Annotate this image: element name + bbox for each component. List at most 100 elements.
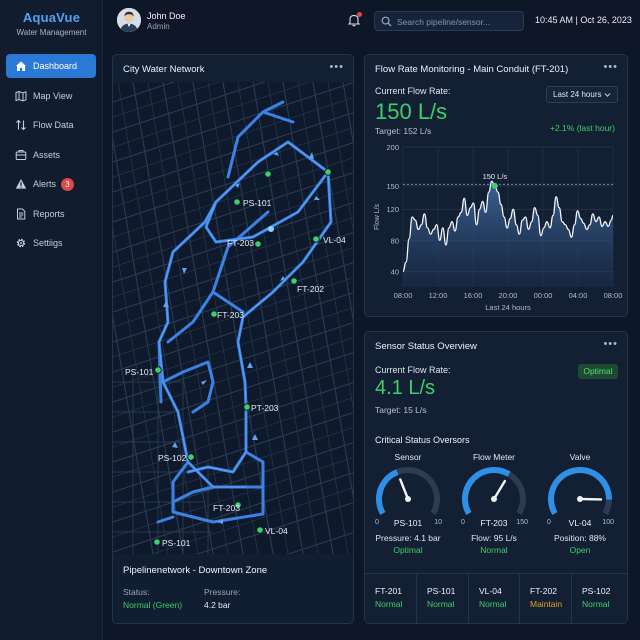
gauge-sensor: Sensor 0 PS-101 10 Pressure: 4.1 bar Opt… (370, 452, 446, 562)
sidebar-item-dashboard[interactable]: Dashboard (6, 54, 96, 78)
sensor-status: Maintain (530, 599, 563, 609)
map-label: FT-203 (227, 238, 254, 248)
sidebar-item-settings[interactable]: Settiigs (6, 231, 96, 255)
user-role: Admin (147, 22, 170, 31)
map-label: VL-04 (265, 526, 288, 536)
x-tick-label: 00:00 (534, 291, 553, 300)
x-tick-label: 08:00 (394, 291, 413, 300)
search-box[interactable] (374, 11, 524, 31)
gauge-reading: Position: 88% (554, 533, 606, 543)
pressure-value: 4.2 bar (204, 600, 231, 610)
search-input[interactable] (397, 14, 521, 29)
status-value: Normal (Green) (123, 600, 183, 610)
sidebar-item-assets[interactable]: Assets (6, 143, 96, 167)
gauge-needle (492, 479, 507, 501)
flow-target: Target: 152 L/s (375, 126, 432, 136)
sensor-id: VL-04 (479, 586, 502, 596)
time-range-value: Last 24 hours (553, 90, 602, 99)
network-map-canvas: PS-101 FT-203 VL-04 FT-202 FT-203 PS-101… (113, 55, 353, 613)
sensor-id: PS-101 (427, 586, 456, 596)
zone-title: Pipelinenetwork - Downtown Zone (123, 565, 268, 576)
map-label: PS-102 (158, 453, 187, 463)
gauge-max: 100 (602, 519, 614, 526)
pressure-label: Pressure: (204, 587, 241, 597)
current-flow-label: Current Flow Rate: (375, 86, 451, 96)
sidebar-item-label: Reports (33, 208, 65, 219)
app-subtitle: Water Management (16, 28, 87, 37)
sidebar-item-reports[interactable]: Reports (6, 202, 96, 226)
sidebar-nav: Dashboard Map View Flow Data Assets Aler… (6, 54, 96, 261)
alerts-count-badge: 3 (61, 177, 75, 191)
flow-line (402, 180, 614, 273)
gauge-reading: Flow: 95 L/s (471, 533, 517, 543)
brand: AquaVue Water Management (0, 10, 103, 37)
sensor-id: FT-202 (530, 586, 557, 596)
status-cell-ft-202[interactable]: FT-202 Maintain (520, 574, 572, 623)
gauge-max: 10 (434, 519, 442, 526)
status-label: Status: (123, 587, 150, 597)
peak-annotation: 150 L/s (483, 172, 508, 181)
gauge-hub (491, 496, 497, 502)
gauge-id: PS-101 (393, 518, 423, 528)
map-icon (15, 90, 27, 102)
zone-summary: Pipelinenetwork - Downtown Zone Status: … (113, 554, 353, 623)
network-map[interactable]: PS-101 FT-203 VL-04 FT-202 FT-203 PS-101… (113, 55, 353, 613)
valve-gauge-dial (548, 467, 612, 515)
status-cell-vl-04[interactable]: VL-04 Normal (469, 574, 520, 623)
sidebar-item-label: Alerts (33, 179, 57, 189)
map-label: FT-203 (213, 503, 240, 513)
home-icon (15, 60, 27, 72)
more-options-icon[interactable]: ••• (329, 61, 344, 73)
sensor-flow-target: Target: 15 L/s (375, 405, 427, 415)
sidebar-item-label: Map View (33, 90, 73, 101)
time-range-select[interactable]: Last 24 hours (546, 86, 618, 103)
y-tick-label: 200 (386, 143, 399, 152)
chevron-down-icon (604, 93, 611, 97)
sensor-id: PS-102 (582, 586, 611, 596)
flow-gauge-dial (462, 467, 526, 515)
flow-rate-card: Flow Rate Monitoring - Main Conduit (FT-… (364, 54, 628, 317)
sensor-flow-value: 4.1 L/s (375, 377, 436, 399)
sidebar-item-alerts[interactable]: Alerts 3 (6, 172, 96, 196)
map-label: FT-203 (217, 310, 244, 320)
y-axis-label: Flow L/s (374, 203, 381, 230)
sensor-status: Normal (479, 599, 507, 609)
more-options-icon[interactable]: ••• (603, 338, 618, 350)
x-tick-label: 16:00 (464, 291, 483, 300)
status-cell-ps-101[interactable]: PS-101 Normal (417, 574, 469, 623)
gauge-name: Flow Meter (472, 452, 516, 462)
current-flow-value: 150 L/s (375, 99, 448, 124)
card-title: Flow Rate Monitoring - Main Conduit (FT-… (375, 64, 569, 75)
x-tick-label: 12:00 (429, 291, 448, 300)
sidebar-item-label: Settiigs (33, 238, 63, 248)
app-logo-name: AquaVue (22, 10, 81, 25)
sidebar-item-flow-data[interactable]: Flow Data (6, 113, 96, 137)
peak-point (491, 182, 498, 189)
card-title: City Water Network (123, 64, 205, 75)
sensor-status: Normal (427, 599, 455, 609)
flow-area (403, 181, 613, 287)
gauge-flow-meter: Flow Meter 0 FT-203 150 Flow: 95 L/s Nor… (456, 452, 532, 562)
status-cell-ft-201[interactable]: FT-201 Normal (365, 574, 417, 623)
sidebar-item-label: Flow Data (33, 120, 74, 130)
notification-bell-icon[interactable] (347, 13, 361, 27)
sensor-status: Normal (375, 599, 403, 609)
alert-triangle-icon (15, 178, 27, 190)
sidebar: AquaVue Water Management Dashboard Map V… (0, 0, 103, 640)
top-bar: John Doe Admin 10:45 AM | Oct 26, 2023 (104, 0, 640, 42)
gauge-name: Sensor (394, 452, 422, 462)
avatar[interactable] (117, 8, 141, 32)
gear-icon (15, 237, 27, 249)
y-tick-label: 150 (386, 182, 399, 191)
map-label: FT-202 (297, 284, 324, 294)
gauge-min: 0 (375, 519, 379, 526)
x-tick-label: 04:00 (569, 291, 588, 300)
sensor-status-row: FT-201 Normal PS-101 Normal VL-04 Normal… (365, 573, 627, 623)
x-tick-label: 08:00 (604, 291, 623, 300)
more-options-icon[interactable]: ••• (603, 61, 618, 73)
sidebar-item-map-view[interactable]: Map View (6, 84, 96, 108)
y-tick-label: 80 (391, 236, 399, 245)
status-cell-ps-102[interactable]: PS-102 Normal (572, 574, 627, 623)
flow-change: +2.1% (last hour) (550, 123, 615, 133)
